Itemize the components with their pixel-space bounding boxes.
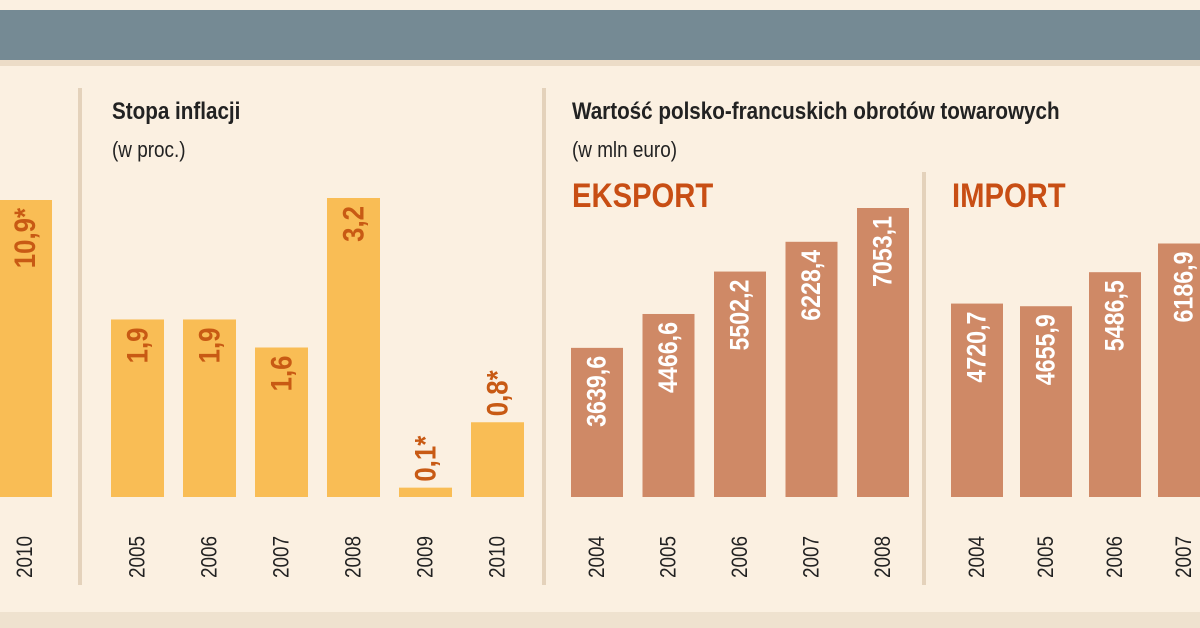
- export-value-label: 7053,1: [868, 216, 898, 287]
- trade-subtitle: (w mln euro): [572, 138, 677, 163]
- inflation-value-label: 1,9: [121, 327, 154, 363]
- import-bar-2005: [1020, 306, 1072, 497]
- import-value-label: 5486,5: [1100, 280, 1130, 351]
- left-category-label: 2010: [13, 536, 38, 578]
- inflation-bar-2010: [471, 422, 524, 497]
- export-panel-title: EKSPORT: [572, 176, 714, 215]
- export-bar-2008: [857, 208, 909, 497]
- import-panel-title: IMPORT: [952, 176, 1066, 215]
- import-value-label: 4720,7: [962, 312, 992, 383]
- export-category-label: 2007: [799, 536, 824, 578]
- import-chart-bars: 4720,7 2004 4655,9 2005 5486,5 2006 6186,9 2007: [951, 243, 1200, 578]
- export-category-label: 2004: [585, 536, 610, 578]
- inflation-category-label: 2009: [413, 536, 438, 578]
- inflation-category-label: 2005: [125, 536, 150, 578]
- export-chart-bars: 3639,6 2004 4466,6 2005 5502,2 2006 6228,4 2007…: [571, 208, 909, 578]
- export-bar-2006: [714, 271, 766, 497]
- inflation-category-label: 2008: [341, 536, 366, 578]
- inflation-bar-2005: [111, 319, 164, 497]
- header-shadow: [0, 60, 1200, 66]
- inflation-bar-2008: [327, 198, 380, 497]
- inflation-value-label: 0,1*: [409, 436, 442, 482]
- inflation-bar-2009: [399, 487, 452, 497]
- inflation-category-label: 2006: [197, 536, 222, 578]
- trade-title: Wartość polsko-francuskich obrotów towar…: [572, 98, 1060, 125]
- inflation-chart-bars: 1,9 2005 1,9 2006 1,6 2007 3,2 2008 0,1* 2009 0,8*…: [111, 198, 524, 578]
- inflation-value-label: 1,6: [265, 356, 298, 392]
- import-bar-2004: [951, 303, 1003, 497]
- import-category-label: 2004: [965, 536, 990, 578]
- header-band: [0, 10, 1200, 60]
- export-category-label: 2006: [728, 536, 753, 578]
- inflation-category-label: 2007: [269, 536, 294, 578]
- import-category-label: 2007: [1172, 536, 1197, 578]
- export-bar-2004: [571, 347, 623, 497]
- inflation-category-label: 2010: [485, 536, 510, 578]
- export-value-label: 6228,4: [796, 250, 826, 321]
- inflation-bar-2006: [183, 319, 236, 497]
- export-bar-2005: [642, 313, 695, 497]
- import-bar-2006: [1089, 272, 1141, 497]
- import-value-label: 4655,9: [1031, 314, 1061, 385]
- inflation-value-label: 3,2: [337, 206, 370, 242]
- export-value-label: 4466,6: [653, 322, 683, 393]
- import-bar-2007: [1158, 243, 1200, 497]
- inflation-title: Stopa inflacji: [112, 98, 240, 125]
- export-category-label: 2008: [871, 536, 896, 578]
- inflation-subtitle: (w proc.): [112, 138, 186, 163]
- export-bar-2007: [785, 241, 838, 497]
- left-value-label: 10,9*: [8, 208, 41, 268]
- export-value-label: 3639,6: [582, 356, 612, 427]
- inflation-value-label: 1,9: [193, 327, 226, 363]
- export-category-label: 2005: [656, 536, 681, 578]
- inflation-bar-2007: [255, 347, 308, 497]
- import-value-label: 6186,9: [1169, 251, 1199, 322]
- export-value-label: 5502,2: [725, 280, 755, 351]
- inflation-value-label: 0,8*: [481, 370, 514, 416]
- left-chart-bars: 10,9* 2010: [0, 200, 52, 578]
- import-category-label: 2006: [1103, 536, 1128, 578]
- left-bar-2010: [0, 200, 52, 497]
- bottom-band: [0, 612, 1200, 628]
- import-category-label: 2005: [1034, 536, 1059, 578]
